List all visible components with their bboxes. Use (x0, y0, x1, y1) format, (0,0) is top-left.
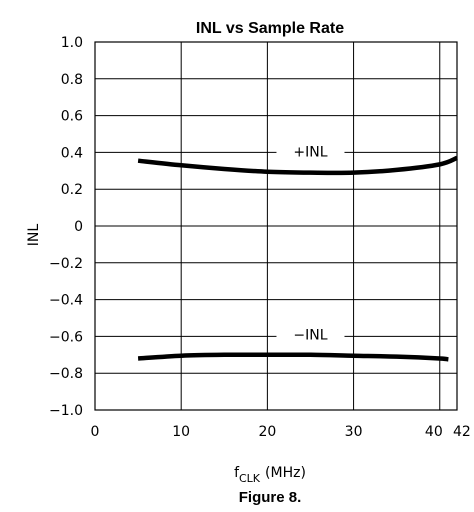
x-axis-label-main: f (234, 465, 240, 481)
y-tick-labels: 1.0 0.8 0.6 0.4 0.2 0 −0.2 −0.4 −0.6 −0.8 −1.0 (49, 35, 83, 419)
grid (95, 42, 457, 410)
x-tick-label: 0 (91, 424, 100, 440)
y-tick-label: 0.2 (61, 182, 83, 198)
x-tick-labels: 0 10 20 30 40 42 (91, 424, 471, 440)
x-tick-label: 20 (258, 424, 276, 440)
series-labels: +INL −INL (276, 139, 345, 345)
y-tick-label: −1.0 (49, 403, 83, 419)
figure-caption: Figure 8. (239, 489, 302, 506)
series-label-backdrop (276, 139, 345, 162)
series-line-plus-inl (137, 155, 458, 176)
y-tick-label: −0.8 (49, 366, 83, 382)
y-tick-label: −0.6 (49, 329, 83, 345)
y-tick-label: 0.8 (61, 72, 83, 88)
y-tick-label: 0 (74, 219, 83, 235)
x-tick-label: 30 (345, 424, 363, 440)
y-tick-label: −0.2 (49, 256, 83, 272)
x-tick-label: 42 (453, 424, 471, 440)
plot-frame (94, 41, 458, 411)
series-layer (137, 155, 458, 362)
y-tick-label: 0.4 (61, 145, 83, 161)
x-tick-label: 10 (172, 424, 190, 440)
x-axis-label-units: (MHz) (265, 465, 306, 481)
y-tick-label: 1.0 (61, 35, 83, 51)
series-label: −INL (293, 327, 327, 343)
y-tick-label: −0.4 (49, 293, 83, 309)
y-axis-label: INL (26, 224, 42, 247)
series-label-backdrop (276, 322, 345, 345)
series-line-minus-inl (137, 352, 449, 362)
chart-title: INL vs Sample Rate (196, 20, 344, 37)
x-axis-label: fCLK (MHz) (234, 465, 306, 485)
x-tick-label: 40 (425, 424, 443, 440)
y-tick-label: 0.6 (61, 109, 83, 125)
series-label: +INL (293, 144, 327, 160)
x-axis-label-subscript: CLK (239, 472, 261, 485)
